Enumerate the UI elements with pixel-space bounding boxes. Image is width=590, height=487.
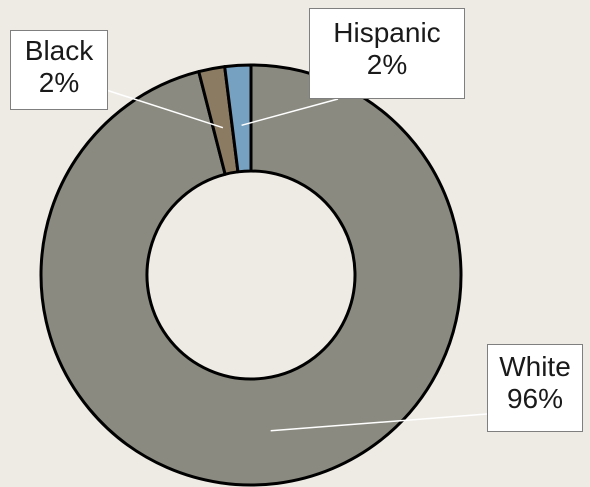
leader-line-white	[270, 413, 488, 432]
leader-line-hispanic	[241, 98, 339, 127]
label-black-name: Black	[24, 35, 94, 66]
label-hispanic-name: Hispanic	[333, 17, 441, 48]
slice-group	[39, 63, 463, 487]
data-label-hispanic: Hispanic 2%	[309, 8, 465, 99]
label-black-pct: 2%	[38, 67, 80, 98]
leader-line-group	[99, 87, 488, 432]
data-label-black: Black 2%	[10, 30, 108, 110]
slice-hispanic	[223, 63, 253, 174]
leader-line-black	[99, 87, 224, 129]
data-label-white: White 96%	[487, 344, 583, 432]
label-white-pct: 96%	[506, 383, 564, 414]
label-white-name: White	[499, 351, 571, 382]
slice-white	[39, 63, 463, 487]
label-hispanic-pct: 2%	[366, 49, 408, 80]
